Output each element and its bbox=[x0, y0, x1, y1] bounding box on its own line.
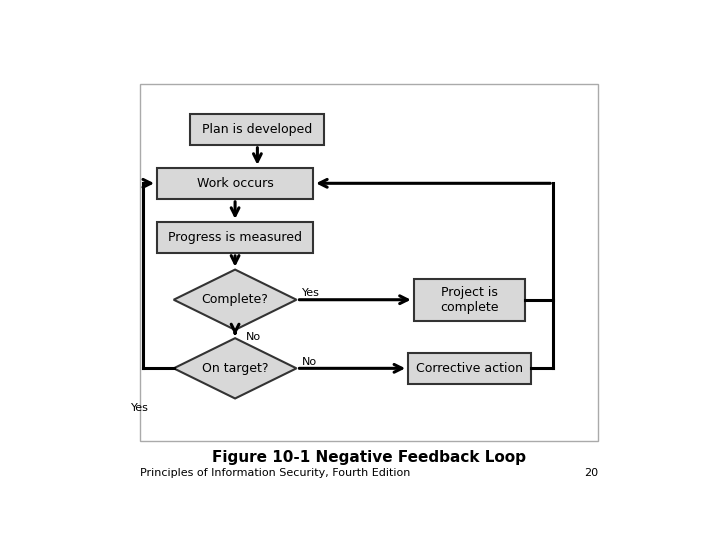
Text: Corrective action: Corrective action bbox=[416, 362, 523, 375]
Text: On target?: On target? bbox=[202, 362, 269, 375]
Polygon shape bbox=[174, 338, 297, 399]
Polygon shape bbox=[174, 269, 297, 330]
Text: 20: 20 bbox=[584, 468, 598, 478]
FancyBboxPatch shape bbox=[414, 279, 526, 321]
FancyBboxPatch shape bbox=[157, 168, 313, 199]
Text: Figure 10-1 Negative Feedback Loop: Figure 10-1 Negative Feedback Loop bbox=[212, 450, 526, 465]
Text: Work occurs: Work occurs bbox=[197, 177, 274, 190]
Text: Yes: Yes bbox=[302, 288, 320, 299]
FancyBboxPatch shape bbox=[190, 113, 324, 145]
Text: Progress is measured: Progress is measured bbox=[168, 231, 302, 244]
Text: Plan is developed: Plan is developed bbox=[202, 123, 312, 136]
Text: Project is
complete: Project is complete bbox=[440, 286, 499, 314]
FancyBboxPatch shape bbox=[140, 84, 598, 441]
Text: No: No bbox=[246, 332, 261, 342]
Text: No: No bbox=[302, 357, 318, 367]
FancyBboxPatch shape bbox=[157, 222, 313, 253]
Text: Principles of Information Security, Fourth Edition: Principles of Information Security, Four… bbox=[140, 468, 410, 478]
FancyBboxPatch shape bbox=[408, 353, 531, 384]
Text: Complete?: Complete? bbox=[202, 293, 269, 306]
Text: Yes: Yes bbox=[131, 403, 149, 413]
